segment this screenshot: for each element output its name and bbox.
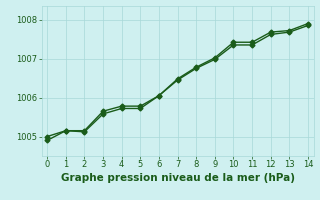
X-axis label: Graphe pression niveau de la mer (hPa): Graphe pression niveau de la mer (hPa) xyxy=(60,173,295,183)
